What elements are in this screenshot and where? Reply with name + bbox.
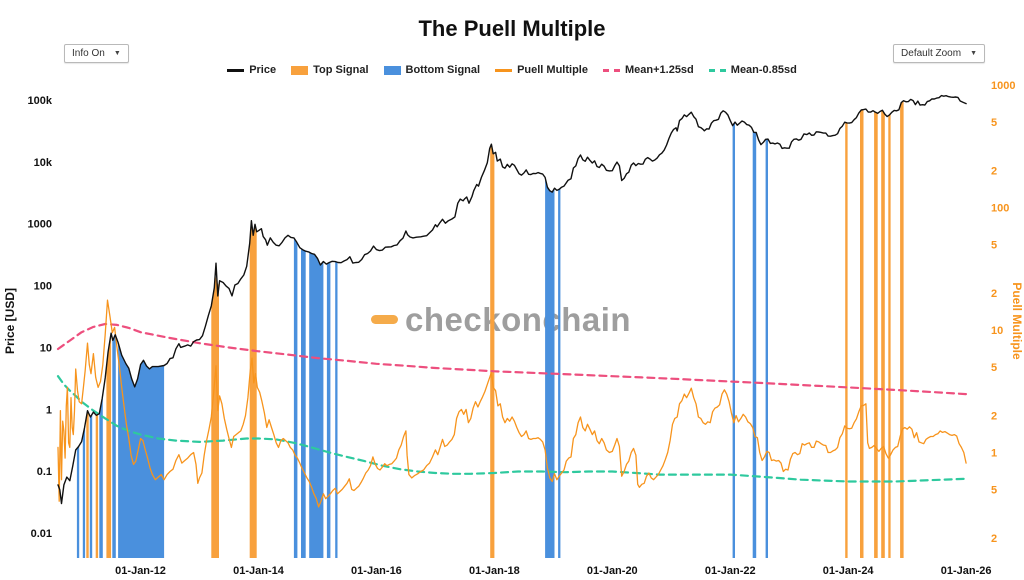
left-axis-tick-label: 0.1 (37, 466, 52, 478)
left-axis-tick-label: 100k (28, 95, 53, 107)
legend-item-price[interactable]: Price (227, 64, 276, 76)
signal-band (301, 248, 306, 558)
signal-band (860, 109, 864, 558)
caret-down-icon: ▼ (113, 50, 121, 57)
left-axis-tick-label: 100 (34, 281, 52, 293)
left-axis-tick-label: 1 (46, 404, 52, 416)
legend-item-mean-0-85sd[interactable]: Mean-0.85sd (708, 64, 797, 76)
signal-band (732, 122, 735, 558)
legend-label: Mean+1.25sd (624, 64, 694, 76)
right-axis-tick-label: 5 (991, 362, 997, 374)
signal-band (874, 111, 878, 559)
legend-item-puell-multiple[interactable]: Puell Multiple (495, 64, 588, 76)
legend-swatch-icon (291, 65, 309, 75)
x-axis-tick-label: 01-Jan-16 (351, 565, 402, 577)
legend-label: Bottom Signal (405, 64, 481, 76)
series-line-price (57, 94, 967, 505)
left-axis-tick-label: 0.01 (31, 528, 52, 540)
signal-band (326, 262, 331, 558)
right-axis-tick-label: 2 (991, 288, 997, 300)
legend-item-bottom-signal[interactable]: Bottom Signal (383, 64, 481, 76)
signal-band (490, 145, 495, 559)
signal-band (293, 237, 298, 558)
legend-label: Mean-0.85sd (730, 64, 797, 76)
right-axis-tick-label: 1 (991, 448, 997, 460)
signal-band (82, 424, 86, 558)
signal-band (249, 220, 257, 558)
series-line-mean-1-25sd (56, 322, 968, 396)
signal-band (89, 414, 93, 558)
legend-swatch-icon (383, 65, 401, 75)
left-axis-tick-label: 10k (34, 157, 53, 169)
legend-swatch-icon (495, 68, 513, 72)
x-axis-tick-label: 01-Jan-26 (941, 565, 992, 577)
right-axis-tick-label: 2 (991, 533, 997, 545)
signal-band (211, 275, 219, 558)
legend-swatch-icon (602, 68, 620, 72)
right-axis-tick-label: 2 (991, 411, 997, 423)
right-axis-tick-label: 5 (991, 239, 997, 251)
legend-swatch-icon (708, 68, 726, 72)
signal-band (335, 261, 338, 558)
legend-label: Puell Multiple (517, 64, 588, 76)
legend-label: Top Signal (313, 64, 369, 76)
x-axis-tick-label: 01-Jan-18 (469, 565, 520, 577)
signal-band (558, 188, 561, 558)
legend-item-mean-1-25sd[interactable]: Mean+1.25sd (602, 64, 694, 76)
signal-band (95, 414, 99, 558)
right-axis-tick-label: 1000 (991, 80, 1015, 92)
legend-item-top-signal[interactable]: Top Signal (291, 64, 369, 76)
signal-band (309, 252, 324, 558)
signal-band (752, 129, 757, 558)
x-axis-tick-label: 01-Jan-14 (233, 565, 285, 577)
signal-band (545, 177, 555, 558)
signal-band (888, 113, 891, 558)
bottom-signal-bands (76, 122, 768, 558)
series-line-puell-multiple (57, 299, 967, 508)
right-axis-tick-label: 2 (991, 166, 997, 178)
info-dropdown-label: Info On (72, 48, 105, 59)
x-axis-tick-label: 01-Jan-22 (705, 565, 756, 577)
x-axis-tick-label: 01-Jan-24 (823, 565, 875, 577)
series-line-mean-0-85sd (56, 375, 968, 483)
signal-band (76, 445, 80, 558)
page-title: The Puell Multiple (418, 16, 606, 41)
legend-label: Price (249, 64, 277, 76)
signal-band (118, 342, 165, 558)
right-axis-tick-label: 10 (991, 325, 1003, 337)
right-axis-tick-label: 5 (991, 117, 997, 129)
left-axis-tick-label: 10 (40, 342, 52, 354)
left-axis-title: Price [USD] (3, 288, 17, 354)
zoom-dropdown[interactable]: Default Zoom ▼ (893, 44, 985, 63)
watermark: checkonchain (371, 301, 631, 338)
legend-swatch-icon (227, 68, 245, 72)
signal-band (900, 100, 904, 558)
x-axis-tick-label: 01-Jan-20 (587, 565, 638, 577)
watermark-text: checkonchain (405, 301, 631, 338)
signal-band (106, 333, 112, 558)
right-axis-tick-label: 5 (991, 484, 997, 496)
signal-band (881, 110, 885, 559)
info-dropdown[interactable]: Info On ▼ (64, 44, 129, 63)
signal-band (765, 139, 768, 558)
signal-band (86, 410, 89, 558)
x-axis-tick-label: 01-Jan-12 (115, 565, 166, 577)
right-axis-title: Puell Multiple (1010, 282, 1024, 360)
signal-band (112, 336, 116, 558)
zoom-dropdown-label: Default Zoom (901, 48, 962, 59)
signal-band (845, 122, 848, 559)
caret-down-icon: ▼ (970, 50, 977, 57)
legend: Price Top Signal Bottom Signal Puell Multip… (0, 64, 1024, 76)
right-axis-tick-label: 100 (991, 203, 1009, 215)
signal-band (99, 394, 103, 558)
left-axis-tick-label: 1000 (28, 219, 52, 231)
